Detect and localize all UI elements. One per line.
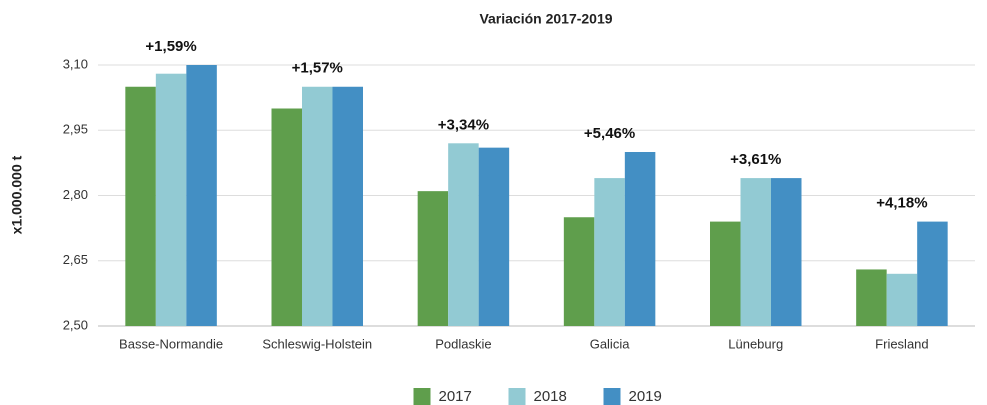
- x-tick-label: Galicia: [590, 336, 631, 351]
- bar: [917, 221, 948, 326]
- annotation: +5,46%: [584, 125, 635, 142]
- bar: [771, 178, 802, 326]
- annotation: +4,18%: [876, 195, 927, 212]
- bar: [886, 273, 918, 326]
- bar: [740, 178, 771, 326]
- bar: [302, 86, 333, 326]
- x-tick-label: Podlaskie: [435, 336, 491, 351]
- x-tick-label: Friesland: [875, 336, 928, 351]
- bar: [710, 221, 741, 326]
- annotation: +3,61%: [730, 151, 781, 168]
- bar: [563, 217, 595, 326]
- y-tick-label: 2,65: [63, 252, 88, 267]
- bar: [624, 152, 656, 326]
- x-tick-label: Schleswig-Holstein: [262, 336, 372, 351]
- bar: [594, 178, 625, 326]
- x-tick-label: Basse-Normandie: [119, 336, 223, 351]
- y-tick-label: 2,80: [63, 187, 88, 202]
- legend-swatch: [508, 388, 526, 405]
- annotation: +1,59%: [145, 38, 196, 55]
- bar: [448, 143, 479, 326]
- legend-swatch: [413, 388, 431, 405]
- bar: [125, 86, 156, 326]
- bar: [417, 191, 449, 326]
- y-axis-label: x1.000.000 t: [9, 155, 25, 234]
- bar: [155, 73, 187, 326]
- legend-swatch: [603, 388, 621, 405]
- bar: [186, 65, 217, 326]
- annotation: +1,57%: [292, 60, 343, 77]
- bar: [856, 269, 887, 326]
- bar: [332, 86, 363, 326]
- chart-title: Variación 2017-2019: [479, 11, 612, 27]
- x-tick-label: Lüneburg: [728, 336, 783, 351]
- y-tick-label: 3,10: [63, 56, 88, 71]
- legend-label: 2018: [534, 388, 567, 405]
- y-tick-label: 2,95: [63, 122, 88, 137]
- y-tick-label: 2,50: [63, 317, 88, 332]
- legend-label: 2019: [629, 388, 662, 405]
- bar: [478, 147, 510, 326]
- legend-label: 2017: [439, 388, 472, 405]
- annotation: +3,34%: [438, 116, 489, 133]
- bar: [271, 108, 302, 326]
